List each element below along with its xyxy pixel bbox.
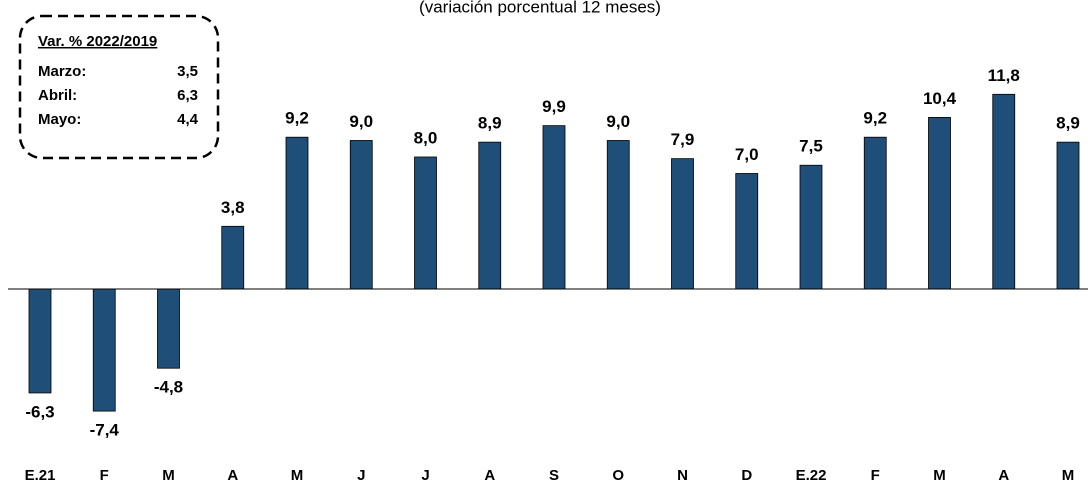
bar (28, 288, 52, 394)
bar (1056, 141, 1080, 290)
x-tick-label: M (162, 467, 175, 484)
bar (542, 125, 566, 290)
value-label: 3,8 (221, 198, 245, 217)
bar (285, 136, 309, 290)
value-label: 9,0 (349, 112, 373, 131)
x-tick-label: S (549, 467, 559, 484)
bar (349, 140, 373, 290)
bar (221, 225, 245, 290)
value-label: -7,4 (90, 421, 120, 440)
x-tick-label: M (1062, 467, 1075, 484)
bar (928, 117, 951, 290)
x-tick-label: A (484, 467, 495, 484)
x-tick-label: O (612, 467, 624, 484)
bar (671, 158, 694, 290)
value-label: 9,0 (606, 112, 630, 131)
value-label: 7,9 (671, 130, 695, 149)
bar (992, 93, 1016, 290)
inset-value: 4,4 (177, 111, 199, 128)
x-tick-label: A (227, 467, 238, 484)
bar (863, 136, 887, 290)
value-label: -4,8 (154, 378, 183, 397)
bar (92, 288, 116, 412)
inset-value: 6,3 (177, 87, 198, 104)
x-tick-label: E.21 (25, 467, 56, 484)
value-label: 8,9 (478, 114, 502, 133)
x-tick-label: D (741, 467, 752, 484)
value-label: 7,0 (735, 145, 759, 164)
value-label: 9,2 (285, 109, 309, 128)
x-tick-label: J (357, 467, 365, 484)
value-label: 7,5 (799, 137, 823, 156)
bar (799, 164, 823, 290)
bar (606, 140, 630, 290)
value-label: 11,8 (988, 66, 1020, 85)
inset-label: Abril: (38, 87, 77, 104)
x-tick-label: N (677, 467, 688, 484)
x-tick-label: F (100, 467, 109, 484)
value-label: 10,4 (923, 89, 957, 108)
value-label: 8,0 (414, 128, 438, 147)
bar (478, 141, 502, 290)
inset-value: 3,5 (177, 63, 198, 80)
x-tick-label: E.22 (796, 467, 827, 484)
bar (414, 156, 437, 290)
inset-label: Mayo: (38, 111, 81, 128)
x-tick-label: M (291, 467, 304, 484)
value-label: 8,9 (1056, 114, 1080, 133)
chart-subtitle: (variación porcentual 12 meses) (419, 0, 661, 16)
x-tick-label: F (871, 467, 880, 484)
value-label: 9,9 (542, 97, 566, 116)
inset-title: Var. % 2022/2019 (38, 33, 157, 50)
value-label: 9,2 (863, 109, 887, 128)
bar (735, 173, 759, 290)
x-tick-label: J (421, 467, 429, 484)
x-tick-label: M (933, 467, 946, 484)
inset-label: Marzo: (38, 63, 86, 80)
value-label: -6,3 (25, 402, 54, 421)
x-tick-label: A (998, 467, 1009, 484)
bar (157, 288, 180, 369)
